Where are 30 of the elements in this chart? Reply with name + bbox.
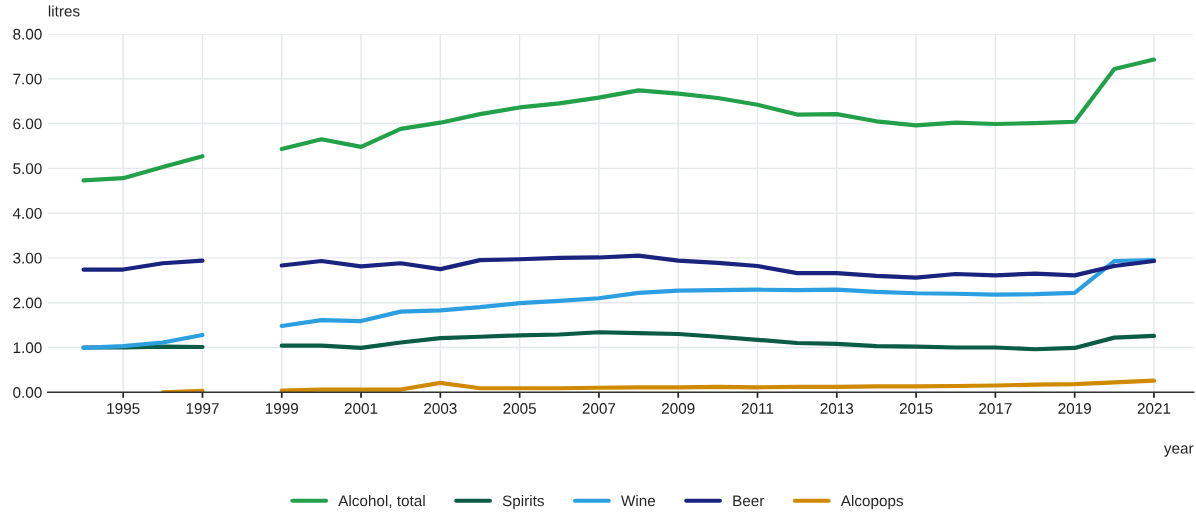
y-tick-label: 8.00 xyxy=(13,28,42,40)
y-tick-label: 0.00 xyxy=(13,387,42,398)
x-tick-label: 2003 xyxy=(424,403,457,414)
x-tick-label: 2013 xyxy=(820,403,854,414)
legend-label: Spirits xyxy=(502,495,544,510)
x-tick-label: 2009 xyxy=(661,403,695,414)
x-tick-label: 2001 xyxy=(344,403,378,414)
x-tick-label: 1999 xyxy=(265,403,299,414)
y-tick-label: 2.00 xyxy=(13,297,42,309)
x-axis-title: year xyxy=(1163,445,1194,457)
y-tick-label: 6.00 xyxy=(13,118,42,130)
y-tick-label: 4.00 xyxy=(12,207,42,219)
x-tick-label: 2005 xyxy=(503,403,536,414)
x-tick-label: 2017 xyxy=(979,403,1012,414)
x-tick-label: 2011 xyxy=(741,403,774,414)
x-tick-label: 2007 xyxy=(582,403,616,414)
y-tick-label: 1.00 xyxy=(13,342,42,354)
y-tick-label: 7.00 xyxy=(13,73,42,85)
y-axis-title: litres xyxy=(48,5,80,17)
legend-label: Beer xyxy=(733,495,765,507)
x-tick-label: 2021 xyxy=(1137,403,1171,414)
x-tick-label: 1997 xyxy=(186,403,219,414)
legend-label: Wine xyxy=(620,495,656,507)
y-tick-label: 3.00 xyxy=(13,252,42,264)
x-tick-label: 2015 xyxy=(899,403,933,414)
x-tick-label: 1995 xyxy=(107,403,140,414)
legend-label: Alcopops xyxy=(840,495,904,510)
y-tick-label: 5.00 xyxy=(13,163,42,175)
legend-label: Alcohol, total xyxy=(338,495,425,509)
x-tick-label: 2019 xyxy=(1058,403,1091,414)
